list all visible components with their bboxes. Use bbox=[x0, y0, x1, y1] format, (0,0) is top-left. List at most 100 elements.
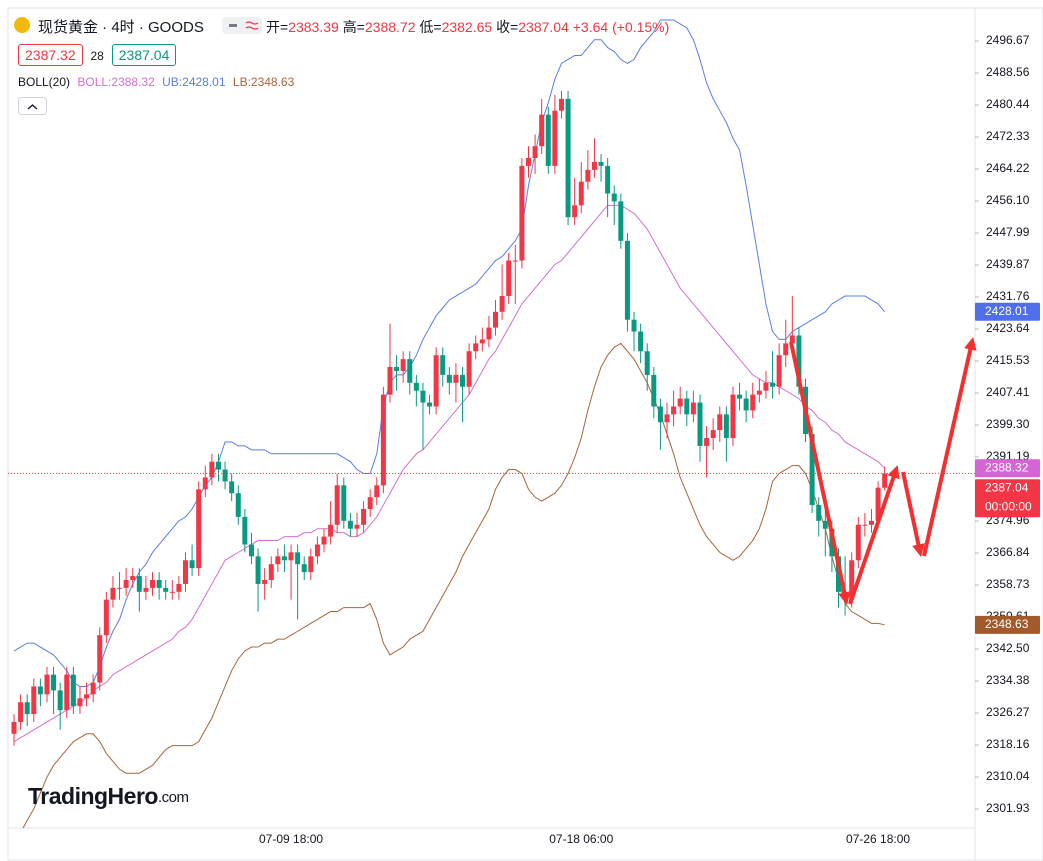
collapse-button[interactable] bbox=[18, 97, 47, 115]
bid-button[interactable]: 2387.32 bbox=[18, 44, 83, 66]
y-tick-label: 2415.53 bbox=[986, 353, 1030, 367]
candle-body bbox=[156, 579, 162, 588]
toggle-pill[interactable] bbox=[222, 17, 262, 34]
symbol-icon bbox=[14, 17, 30, 33]
candle-body bbox=[796, 335, 802, 387]
candle-body bbox=[750, 394, 756, 411]
collapse-icon bbox=[27, 104, 38, 110]
watermark-brand: TradingHero bbox=[28, 783, 158, 809]
y-tick-label: 2480.44 bbox=[986, 97, 1030, 111]
candle-body bbox=[730, 394, 736, 439]
ohlc-value: 2388.72 bbox=[364, 19, 416, 35]
price-badge-label: 2387.04 bbox=[985, 480, 1029, 494]
y-tick-label: 2310.04 bbox=[986, 769, 1030, 783]
candle-body bbox=[255, 556, 261, 584]
watermark-domain: .com bbox=[158, 789, 189, 806]
price-badge-label: 2388.32 bbox=[985, 460, 1029, 474]
watermark: TradingHero.com bbox=[28, 783, 188, 809]
legend-value: 2388.32 bbox=[111, 75, 155, 89]
candle-body bbox=[400, 359, 406, 371]
candle-body bbox=[394, 367, 400, 371]
candle-body bbox=[855, 524, 861, 561]
candle-body bbox=[341, 485, 347, 521]
spread: 28 bbox=[90, 49, 104, 63]
candle-body bbox=[215, 461, 221, 470]
candle-body bbox=[512, 260, 518, 262]
band-line bbox=[13, 19, 886, 687]
ohlc-label: 低= bbox=[419, 19, 442, 35]
candle-body bbox=[849, 560, 855, 600]
candle-body bbox=[354, 524, 360, 529]
candle-body bbox=[110, 587, 116, 600]
legend-value: 2428.01 bbox=[182, 75, 226, 89]
candle-body bbox=[176, 583, 182, 592]
candle-body bbox=[631, 319, 637, 332]
y-tick-label: 2399.30 bbox=[986, 417, 1030, 431]
candle-body bbox=[657, 406, 663, 423]
candle-body bbox=[374, 485, 380, 498]
candle-body bbox=[288, 552, 294, 561]
band-line bbox=[22, 342, 885, 828]
candle-body bbox=[783, 343, 789, 356]
candle-body bbox=[314, 544, 320, 557]
candle-body bbox=[882, 473, 888, 488]
candle-body bbox=[18, 702, 24, 722]
candle-body bbox=[347, 520, 353, 529]
candle-body bbox=[704, 438, 710, 446]
y-tick-label: 2439.87 bbox=[986, 257, 1030, 271]
candle-body bbox=[466, 351, 472, 387]
candle-body bbox=[64, 674, 70, 711]
candle-body bbox=[525, 158, 531, 166]
candle-body bbox=[473, 343, 479, 352]
ask-button[interactable]: 2387.04 bbox=[111, 44, 177, 66]
countdown: 00:00:00 bbox=[985, 499, 1032, 513]
candle-body bbox=[163, 587, 169, 592]
candle-body bbox=[235, 493, 241, 517]
candle-body bbox=[664, 414, 670, 423]
legend-label: LB: bbox=[232, 75, 251, 89]
candle-body bbox=[182, 560, 188, 584]
y-tick-label: 2326.27 bbox=[986, 705, 1030, 719]
candle-body bbox=[499, 296, 505, 312]
candle-body bbox=[84, 694, 90, 699]
candle-body bbox=[578, 181, 584, 206]
hand-drawn-arrows bbox=[789, 337, 977, 606]
candle-body bbox=[868, 520, 874, 525]
candle-body bbox=[875, 487, 881, 521]
candle-body bbox=[545, 114, 551, 166]
ohlc-label: 收= bbox=[496, 19, 519, 35]
toggle-icon bbox=[245, 21, 259, 30]
ohlc-value: 2387.04 bbox=[518, 19, 569, 35]
y-tick-label: 2334.38 bbox=[986, 673, 1030, 687]
legend-label: UB: bbox=[162, 75, 183, 89]
candle-body bbox=[123, 579, 129, 588]
candle-body bbox=[697, 402, 703, 446]
candle-body bbox=[367, 497, 373, 509]
candle-body bbox=[295, 552, 301, 565]
ohlc-value: 2382.65 bbox=[441, 19, 493, 35]
candle-body bbox=[624, 240, 630, 320]
y-tick-label: 2366.84 bbox=[986, 545, 1030, 559]
candle-body bbox=[387, 367, 393, 395]
candle-body bbox=[558, 98, 564, 111]
change: +3.64 (+0.15%) bbox=[572, 19, 670, 35]
indicator-name: BOLL(20) bbox=[18, 75, 71, 89]
candle-body bbox=[24, 702, 30, 715]
x-tick-label: 07-18 06:00 bbox=[549, 832, 613, 846]
y-tick-label: 2358.73 bbox=[986, 577, 1030, 591]
arrow bbox=[901, 471, 925, 558]
candle-body bbox=[598, 161, 604, 166]
candle-body bbox=[677, 398, 683, 407]
candle-body bbox=[308, 556, 314, 573]
candle-body bbox=[717, 414, 723, 431]
candle-body bbox=[11, 721, 17, 734]
candle-body bbox=[420, 390, 426, 403]
candle-body bbox=[572, 205, 578, 218]
price-badge bbox=[975, 615, 1040, 634]
candle-body bbox=[776, 355, 782, 387]
candle-body bbox=[822, 520, 828, 529]
price-badge-label: 2428.01 bbox=[985, 304, 1029, 318]
candle-body bbox=[150, 579, 156, 588]
ohlc-label: 高= bbox=[342, 19, 365, 35]
